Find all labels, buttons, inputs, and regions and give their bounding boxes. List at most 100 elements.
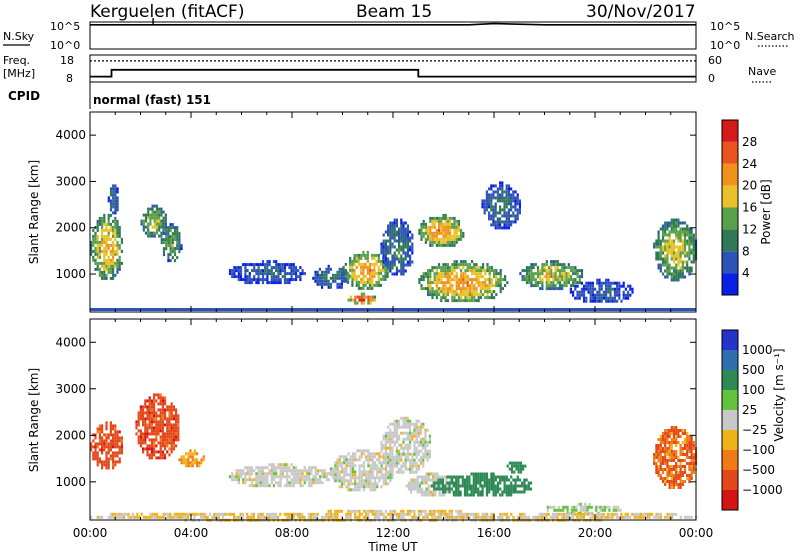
heatmap-cell [162,250,166,254]
heatmap-cell [94,240,97,244]
heatmap-cell [490,193,493,197]
heatmap-cell [318,282,321,286]
heatmap-cell [92,255,95,259]
heatmap-cell [144,417,147,421]
heatmap-cell [576,281,579,285]
heatmap-cell [162,210,165,214]
heatmap-cell [248,515,251,519]
heatmap-cell [153,222,156,226]
heatmap-cell [112,424,115,428]
heatmap-cell [446,293,449,297]
heatmap-cell [358,473,361,477]
heatmap-cell [462,287,465,291]
heatmap-cell [510,202,513,206]
heatmap-cell [512,214,515,218]
heatmap-cell [438,225,441,229]
heatmap-cell [400,257,403,261]
heatmap-cell [675,453,678,456]
heatmap-cell [668,221,671,225]
heatmap-cell [353,259,356,263]
heatmap-cell [112,466,115,470]
heatmap-cell [617,505,620,509]
heatmap-cell [411,458,414,462]
heatmap-cell [668,269,671,273]
heatmap-cell [424,452,427,456]
heatmap-cell [424,455,427,459]
heatmap-cell [367,479,370,483]
heatmap-cell [299,472,302,476]
heatmap-cell [471,278,474,282]
heatmap-cell [146,429,149,433]
heatmap-cell [464,293,467,297]
heatmap-cell [459,490,462,494]
heatmap-cell [167,241,170,245]
heatmap-cell [314,478,317,482]
heatmap-cell [681,242,684,246]
heatmap-cell [438,493,441,497]
heatmap-cell [668,230,671,234]
heatmap-cell [424,512,427,516]
heatmap-cell [422,278,425,282]
heatmap-cell [387,227,390,231]
heatmap-cell [483,478,486,482]
heatmap-cell [402,425,405,429]
heatmap-cell [367,482,370,486]
heatmap-cell [153,426,156,430]
heatmap-cell [455,287,458,291]
heatmap-cell [521,515,524,519]
heatmap-cell [351,452,355,456]
heatmap-cell [554,515,557,519]
heatmap-cell [677,254,680,258]
heatmap-cell [395,512,398,516]
heatmap-cell [424,434,427,438]
heatmap-cell [137,441,140,445]
heatmap-cell [488,484,491,488]
heatmap-cell [464,278,467,282]
heatmap-cell [457,490,460,494]
heatmap-cell [157,393,160,397]
heatmap-cell [501,490,504,494]
heatmap-cell [429,472,432,476]
heatmap-cell [679,221,682,225]
power-colorbar-label: Power [dB] [759,179,773,244]
heatmap-cell [604,515,607,519]
heatmap-cell [191,452,194,456]
heatmap-cell [528,275,531,279]
heatmap-cell [449,222,452,226]
heatmap-cell [596,299,599,303]
heatmap-cell [96,264,99,268]
heatmap-cell [114,451,117,455]
heatmap-cell [624,512,627,516]
heatmap-cell [690,233,693,237]
heatmap-cell [591,293,594,297]
heatmap-cell [338,273,341,277]
heatmap-cell [186,515,189,519]
heatmap-cell [514,481,517,485]
heatmap-cell [442,512,445,516]
heatmap-cell [237,469,240,473]
heatmap-cell [137,423,140,427]
heatmap-cell [677,441,680,444]
heatmap-cell [161,450,164,454]
heatmap-cell [389,242,392,246]
heatmap-cell [445,478,448,482]
x-tick-label: 20:00 [578,526,613,540]
heatmap-cell [360,256,363,260]
heatmap-cell [193,449,196,453]
heatmap-cell [395,455,398,459]
heatmap-cell [283,463,287,467]
heatmap-cell [283,263,287,267]
heatmap-cell [463,493,467,497]
heatmap-cell [384,437,387,441]
heatmap-cell [365,479,368,483]
heatmap-cell [112,433,115,437]
heatmap-cell [598,290,601,294]
heatmap-cell [92,249,95,253]
heatmap-cell [596,512,599,516]
heatmap-cell [461,478,464,482]
heatmap-cell [101,216,104,220]
heatmap-cell [410,481,413,485]
heatmap-cell [155,213,159,217]
heatmap-cell [596,296,599,300]
heatmap-cell [171,256,174,260]
